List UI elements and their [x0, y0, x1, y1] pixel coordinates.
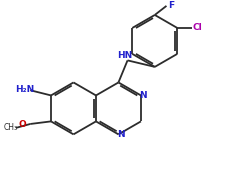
Text: N: N [139, 91, 147, 100]
Text: O: O [19, 120, 26, 129]
Text: Cl: Cl [192, 23, 202, 32]
Text: N: N [117, 130, 124, 139]
Text: CH₃: CH₃ [3, 123, 17, 132]
Text: HN: HN [117, 51, 133, 60]
Text: H₂N: H₂N [15, 85, 34, 94]
Text: F: F [168, 1, 174, 10]
